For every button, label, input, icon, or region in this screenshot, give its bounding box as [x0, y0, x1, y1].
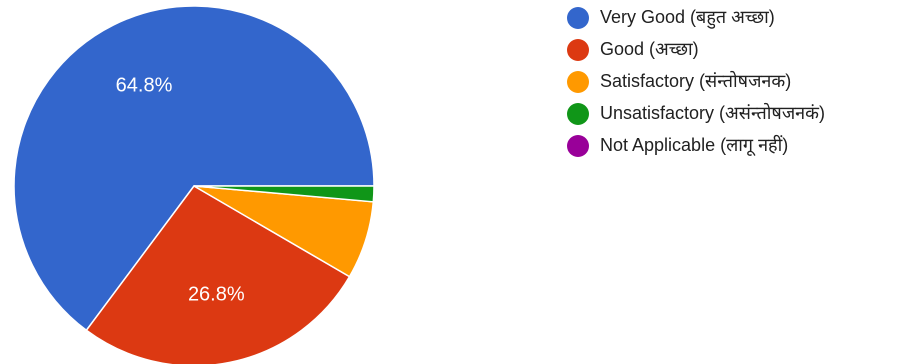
legend-marker-5 [567, 135, 589, 157]
pie-slice-2[interactable] [85, 185, 351, 364]
slice-label-2: 26.8% [188, 284, 245, 306]
pie-slice-1[interactable] [13, 5, 375, 332]
pie-labels: 64.8% 26.8% [116, 74, 245, 305]
pie-slice-4[interactable] [193, 185, 375, 203]
pie-slices [13, 5, 375, 364]
legend-label-1: Very Good (बहुत अच्छा) [600, 7, 775, 29]
legend-label-5: Not Applicable (लागू नहीं) [600, 134, 788, 156]
legend-label-3: Satisfactory (संन्तोषजनक) [600, 70, 791, 91]
legend-label-2: Good (अच्छा) [600, 39, 699, 59]
legend-marker-3 [567, 71, 589, 93]
legend-marker-1 [567, 7, 589, 29]
legend: Very Good (बहुत अच्छा) Good (अच्छा) Satisf… [567, 7, 825, 157]
legend-marker-2 [567, 39, 589, 61]
legend-label-4: Unsatisfactory (असंन्तोषजनकं) [600, 102, 825, 123]
slice-label-1: 64.8% [116, 74, 173, 96]
legend-marker-4 [567, 103, 589, 125]
